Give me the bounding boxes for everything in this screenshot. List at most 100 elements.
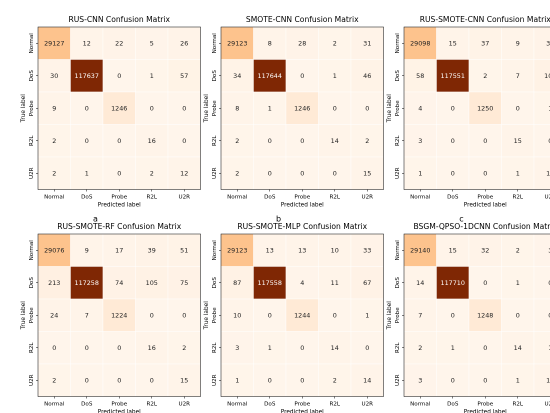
matrix-cell [102,331,136,365]
matrix-cell [501,331,535,365]
cell-value: 1 [268,344,272,352]
cell-value: 15 [180,377,188,385]
cell-value: 5 [150,40,154,48]
cell-value: 87 [233,279,241,287]
x-tick-label: U2R [361,402,373,408]
cell-value: 13 [266,247,274,255]
cell-value: 107 [544,72,550,80]
y-tick-label: Probe [29,100,35,116]
x-tick-label: U2R [178,402,190,408]
matrix-cell [102,91,136,125]
matrix-cell [318,26,352,60]
x-tick-label: R2L [146,402,157,408]
cell-value: 75 [180,279,188,287]
x-axis-label: Predicted label [281,203,324,209]
cell-value: 0 [182,105,186,113]
x-axis-label: Predicted label [98,203,141,209]
matrix-cell [318,59,352,93]
matrix-cell [102,298,136,332]
matrix-cell [135,26,169,60]
matrix-cell [468,266,502,300]
cell-value: 33 [546,40,550,48]
cell-value: 37 [481,40,489,48]
cell-value: 0 [483,170,487,178]
cell-value: 16 [148,344,156,352]
cell-value: 2 [52,170,56,178]
panel-title: RUS-SMOTE-CNN Confusion Matrix [420,15,550,24]
matrix-cell [403,59,437,93]
x-tick-label: Normal [410,402,431,408]
matrix-cell [102,363,136,397]
cell-value: 0 [52,344,56,352]
y-tick-label: Normal [29,240,35,261]
cell-value: 0 [85,344,89,352]
matrix-cell [102,156,136,190]
y-tick-label: DoS [212,70,218,82]
matrix-cell [468,156,502,190]
matrix-cell [37,26,71,60]
x-tick-label: U2R [544,195,550,201]
cell-value: 0 [548,137,550,145]
cell-value: 0 [300,344,304,352]
cell-value: 1246 [111,105,127,113]
x-tick-label: R2L [146,195,157,201]
cell-value: 0 [268,312,272,320]
cell-value: 0 [182,312,186,320]
panel-title: BSGM-QPSO-1DCNN Confusion Matrix [413,222,550,231]
cell-value: 22 [115,40,123,48]
x-tick-label: Probe [477,195,493,201]
cell-value: 74 [115,279,123,287]
cell-value: 2 [516,247,520,255]
confusion-panel-f: BSGM-QPSO-1DCNN Confusion Matrix 29140 15 3… [387,222,550,413]
matrix-cell [318,331,352,365]
matrix-cell [253,363,287,397]
matrix-cell [436,331,470,365]
matrix-cell [468,331,502,365]
cell-value: 57 [180,72,188,80]
cell-value: 0 [451,312,455,320]
matrix-cell [70,266,104,300]
cell-value: 0 [451,170,455,178]
cell-value: 0 [483,377,487,385]
cell-value: 13 [298,247,306,255]
cell-value: 1 [150,72,154,80]
cell-value: 15 [546,170,550,178]
matrix-cell [468,363,502,397]
y-tick-label: Probe [395,100,401,116]
matrix-cell [501,156,535,190]
matrix-cell [70,156,104,190]
cell-value: 1 [451,344,455,352]
cell-value: 1 [333,72,337,80]
matrix-cell [350,266,384,300]
matrix-cell [135,298,169,332]
matrix-cell [350,156,384,190]
y-tick-label: Probe [395,307,401,323]
matrix-cell [436,91,470,125]
cell-value: 51 [180,247,188,255]
matrix-cell [403,363,437,397]
cell-value: 1 [516,279,520,287]
matrix-cell [533,59,550,93]
matrix-cell [468,91,502,125]
cell-value: 29140 [410,247,430,255]
cell-value: 46 [363,72,371,80]
cell-value: 2 [365,137,369,145]
y-tick-label: Probe [212,307,218,323]
x-tick-label: U2R [178,195,190,201]
matrix-cell [37,363,71,397]
y-tick-label: Probe [29,307,35,323]
matrix-cell [70,124,104,158]
matrix-cell [403,233,437,267]
y-axis-label: True label [21,94,27,124]
cell-value: 2 [483,72,487,80]
matrix-cell [533,266,550,300]
panel-title: RUS-SMOTE-RF Confusion Matrix [57,222,182,231]
cell-value: 0 [300,72,304,80]
matrix-cell [285,298,319,332]
x-tick-label: Probe [111,402,127,408]
panel-title: SMOTE-CNN Confusion Matrix [246,15,359,24]
